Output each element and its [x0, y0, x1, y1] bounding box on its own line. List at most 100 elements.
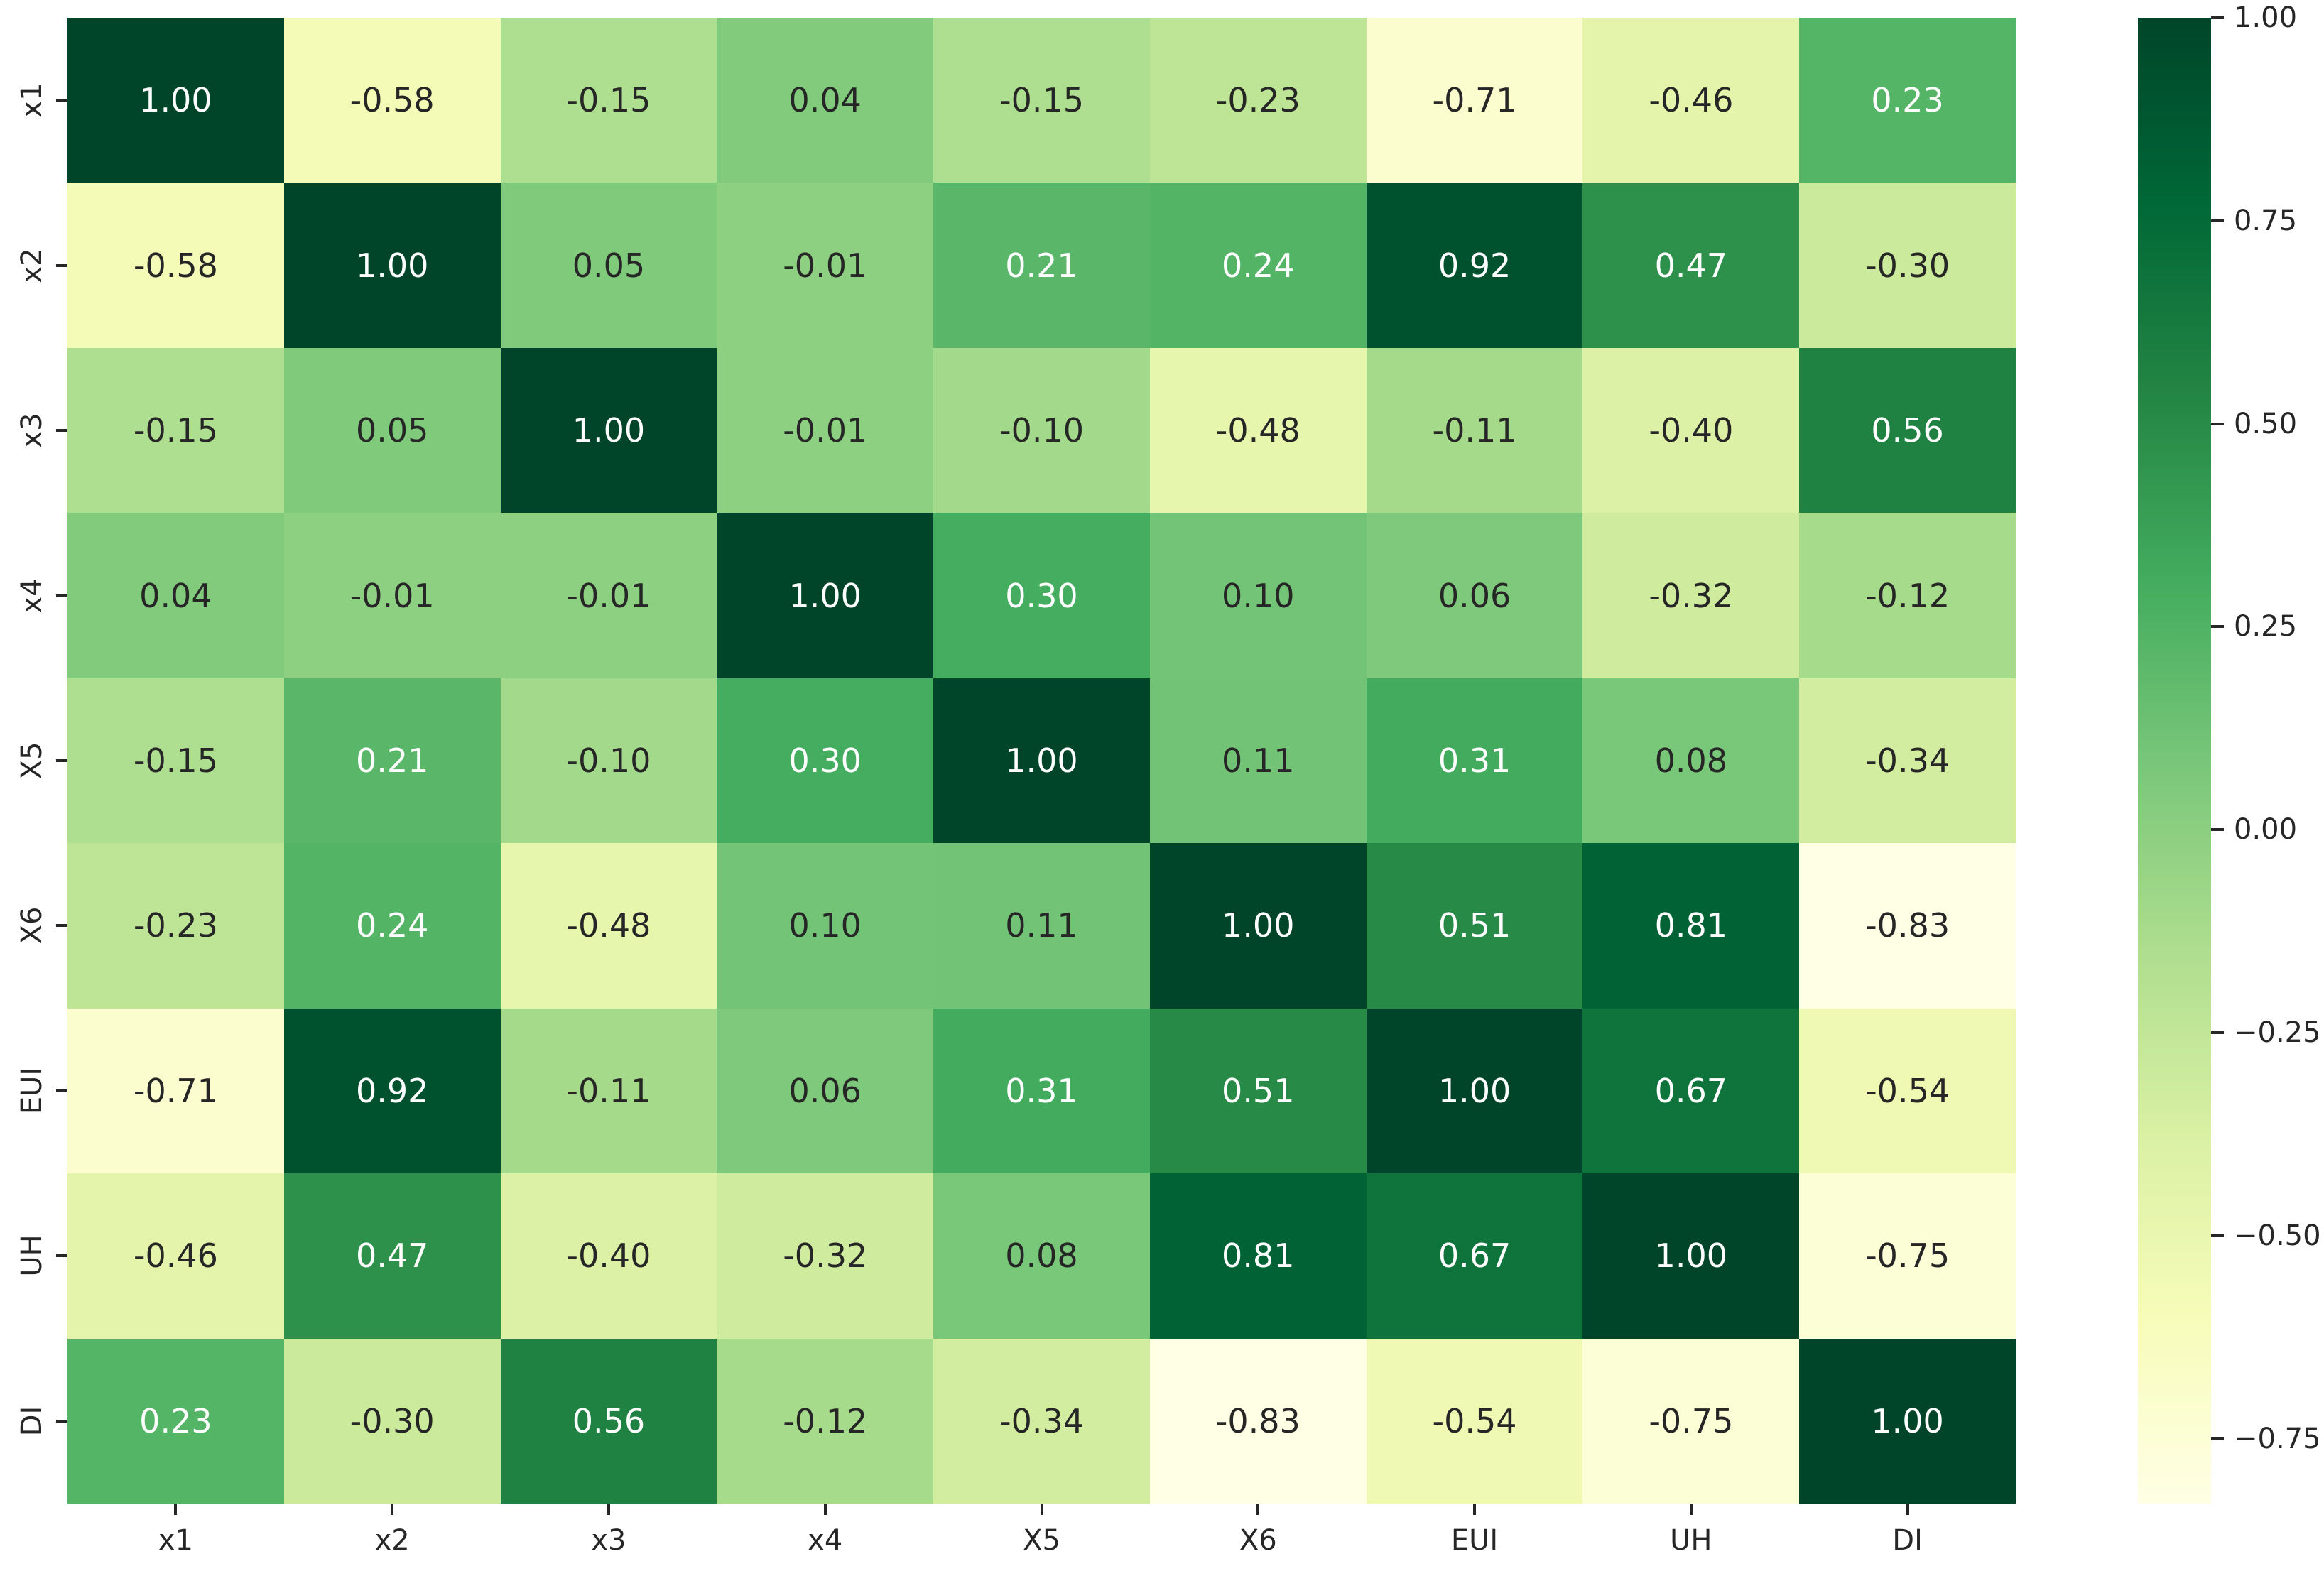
heatmap-cell: 0.81: [1149, 1173, 1367, 1339]
heatmap-cell: -0.83: [1799, 843, 2016, 1009]
y-tick-mark: [56, 263, 67, 267]
x-tick-label: DI: [1892, 1524, 1923, 1557]
heatmap-cell: -0.54: [1366, 1338, 1583, 1504]
heatmap-cell: 1.00: [717, 513, 934, 678]
colorbar-tick-label: −0.50: [2234, 1219, 2321, 1252]
colorbar-tick-mark: [2211, 219, 2224, 222]
heatmap-cell: -0.01: [500, 513, 717, 678]
heatmap-cell: -0.58: [67, 183, 284, 348]
x-tick-mark: [391, 1504, 394, 1515]
heatmap-cell: 0.31: [933, 1008, 1150, 1174]
heatmap-cell: 0.56: [500, 1338, 717, 1504]
x-tick-label: x2: [374, 1524, 410, 1557]
colorbar-tick-mark: [2211, 1437, 2224, 1440]
heatmap-cell: -0.23: [1149, 18, 1367, 183]
colorbar-gradient: [2138, 18, 2211, 1504]
heatmap-cell: 1.00: [500, 347, 717, 513]
heatmap-cell: -0.32: [717, 1173, 934, 1339]
y-tick-label: EUI: [16, 1067, 48, 1115]
colorbar-tick-mark: [2211, 625, 2224, 629]
heatmap-cell: 0.05: [500, 183, 717, 348]
heatmap-cell: -0.34: [1799, 678, 2016, 844]
heatmap-cell: 1.00: [1149, 843, 1367, 1009]
heatmap-cell: 1.00: [1582, 1173, 1800, 1339]
heatmap-cell: 0.92: [1366, 183, 1583, 348]
heatmap-cell: -0.30: [283, 1338, 501, 1504]
heatmap-cell: -0.75: [1799, 1173, 2016, 1339]
heatmap-cell: 0.21: [933, 183, 1150, 348]
heatmap-cell: -0.75: [1582, 1338, 1800, 1504]
heatmap-cell: 0.23: [1799, 18, 2016, 183]
heatmap-cell: -0.23: [67, 843, 284, 1009]
heatmap-cell: -0.15: [933, 18, 1150, 183]
colorbar-tick-label: 0.75: [2234, 204, 2298, 237]
heatmap-cell: 0.08: [1582, 678, 1800, 844]
colorbar-tick-label: 0.50: [2234, 407, 2298, 440]
heatmap-cell: -0.46: [67, 1173, 284, 1339]
y-tick-mark: [56, 99, 67, 102]
y-tick-mark: [56, 759, 67, 762]
y-tick-mark: [56, 1254, 67, 1258]
x-tick-mark: [823, 1504, 827, 1515]
heatmap-cell: 1.00: [1366, 1008, 1583, 1174]
y-tick-label: UH: [16, 1234, 48, 1278]
heatmap-cell: 0.47: [283, 1173, 501, 1339]
colorbar-tick-mark: [2211, 1031, 2224, 1034]
colorbar-tick-label: −0.75: [2234, 1422, 2321, 1455]
y-tick-mark: [56, 1089, 67, 1092]
heatmap-cell: -0.32: [1582, 513, 1800, 678]
colorbar-tick-mark: [2211, 1234, 2224, 1237]
y-tick-mark: [56, 1419, 67, 1423]
heatmap-cell: -0.15: [500, 18, 717, 183]
heatmap-cell: 0.56: [1799, 347, 2016, 513]
y-tick-mark: [56, 594, 67, 597]
x-tick-label: X6: [1239, 1524, 1277, 1557]
heatmap-cell: 1.00: [283, 183, 501, 348]
x-tick-label: x1: [158, 1524, 193, 1557]
y-tick-label: X5: [16, 741, 48, 780]
heatmap-cell: -0.01: [717, 183, 934, 348]
heatmap-cell: 0.67: [1366, 1173, 1583, 1339]
heatmap-cell: -0.83: [1149, 1338, 1367, 1504]
heatmap-cell: -0.10: [500, 678, 717, 844]
heatmap-cell: 0.47: [1582, 183, 1800, 348]
heatmap-cell: 0.30: [933, 513, 1150, 678]
heatmap-cell: -0.12: [1799, 513, 2016, 678]
y-tick-label: X6: [16, 907, 48, 945]
heatmap-cell: -0.46: [1582, 18, 1800, 183]
x-tick-label: EUI: [1450, 1524, 1499, 1557]
heatmap-cell: -0.71: [1366, 18, 1583, 183]
x-tick-label: UH: [1670, 1524, 1712, 1557]
heatmap-cell: -0.01: [283, 513, 501, 678]
heatmap-grid: 1.00 -0.58 -0.15 0.04 -0.15 -0.23 -0.71 -0.46 0.…: [67, 18, 2016, 1504]
colorbar-tick-label: 0.00: [2234, 813, 2298, 847]
heatmap-cell: 0.04: [717, 18, 934, 183]
y-tick-label: x4: [16, 577, 48, 614]
colorbar-tick-label: −0.25: [2234, 1016, 2321, 1049]
x-tick-mark: [607, 1504, 610, 1515]
heatmap-cell: -0.30: [1799, 183, 2016, 348]
heatmap-cell: -0.11: [500, 1008, 717, 1174]
colorbar-tick-mark: [2211, 828, 2224, 832]
heatmap-cell: -0.34: [933, 1338, 1150, 1504]
heatmap-cell: 0.10: [717, 843, 934, 1009]
x-tick-mark: [1473, 1504, 1477, 1515]
colorbar-tick-mark: [2211, 16, 2224, 19]
x-tick-mark: [1040, 1504, 1043, 1515]
heatmap-cell: -0.54: [1799, 1008, 2016, 1174]
heatmap-cell: 0.51: [1149, 1008, 1367, 1174]
heatmap-cell: -0.15: [67, 347, 284, 513]
x-tick-mark: [1906, 1504, 1909, 1515]
y-tick-mark: [56, 924, 67, 928]
heatmap-cell: -0.48: [1149, 347, 1367, 513]
y-tick-label: DI: [16, 1406, 48, 1437]
x-tick-mark: [1256, 1504, 1260, 1515]
heatmap-cell: -0.12: [717, 1338, 934, 1504]
colorbar-tick-label: 1.00: [2234, 1, 2298, 34]
x-tick-mark: [174, 1504, 178, 1515]
heatmap-cell: -0.11: [1366, 347, 1583, 513]
x-tick-label: x3: [591, 1524, 626, 1557]
y-tick-mark: [56, 429, 67, 433]
heatmap-cell: 0.06: [717, 1008, 934, 1174]
